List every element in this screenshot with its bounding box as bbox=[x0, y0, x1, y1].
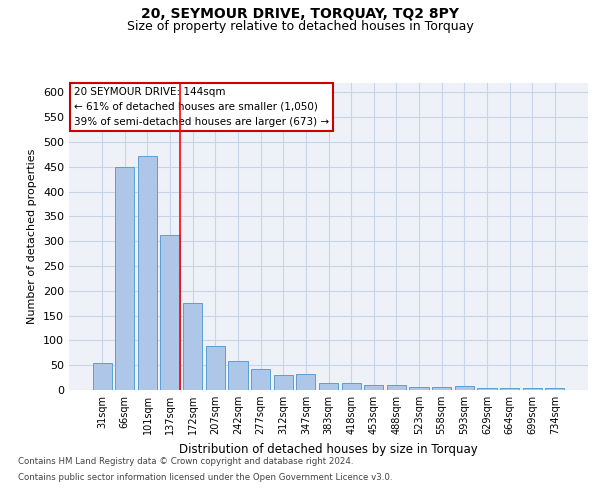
Bar bbox=[432, 387, 451, 390]
Y-axis label: Number of detached properties: Number of detached properties bbox=[28, 148, 37, 324]
Bar bbox=[92, 362, 112, 390]
Bar bbox=[138, 156, 157, 390]
Bar bbox=[364, 385, 383, 390]
Bar bbox=[229, 360, 248, 390]
Bar bbox=[455, 386, 474, 390]
Bar bbox=[545, 388, 565, 390]
Bar bbox=[500, 388, 519, 390]
Bar bbox=[477, 388, 497, 390]
Bar bbox=[341, 382, 361, 390]
Text: 20, SEYMOUR DRIVE, TORQUAY, TQ2 8PY: 20, SEYMOUR DRIVE, TORQUAY, TQ2 8PY bbox=[141, 8, 459, 22]
Text: Size of property relative to detached houses in Torquay: Size of property relative to detached ho… bbox=[127, 20, 473, 33]
Text: Contains public sector information licensed under the Open Government Licence v3: Contains public sector information licen… bbox=[18, 472, 392, 482]
Bar bbox=[115, 167, 134, 390]
Bar bbox=[296, 374, 316, 390]
Bar bbox=[319, 382, 338, 390]
Text: 20 SEYMOUR DRIVE: 144sqm
← 61% of detached houses are smaller (1,050)
39% of sem: 20 SEYMOUR DRIVE: 144sqm ← 61% of detach… bbox=[74, 87, 329, 126]
Bar bbox=[409, 387, 428, 390]
X-axis label: Distribution of detached houses by size in Torquay: Distribution of detached houses by size … bbox=[179, 442, 478, 456]
Bar bbox=[274, 375, 293, 390]
Bar bbox=[206, 346, 225, 390]
Bar bbox=[523, 388, 542, 390]
Bar bbox=[251, 368, 270, 390]
Bar bbox=[183, 302, 202, 390]
Bar bbox=[160, 236, 180, 390]
Text: Contains HM Land Registry data © Crown copyright and database right 2024.: Contains HM Land Registry data © Crown c… bbox=[18, 458, 353, 466]
Bar bbox=[387, 385, 406, 390]
